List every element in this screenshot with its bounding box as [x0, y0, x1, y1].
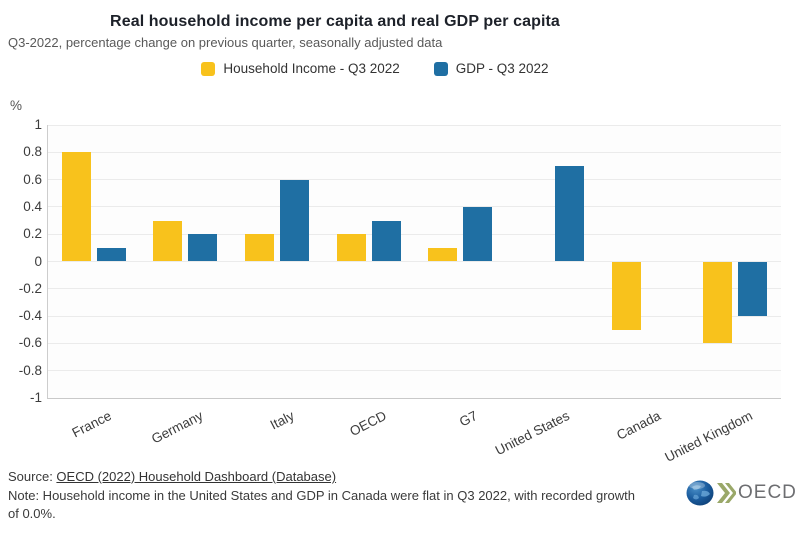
source-prefix: Source: — [8, 469, 57, 484]
plot-area: 1 0.8 0.6 0.4 0.2 0 -0.2 -0.4 -0.6 -0.8 -1 France Ge… — [19, 117, 781, 465]
x-label-italy: Italy — [267, 408, 297, 433]
legend-item-gdp: GDP - Q3 2022 — [433, 61, 549, 76]
gridline-0-4 — [48, 315, 781, 317]
bar-household-income-q3-2022-italy — [245, 234, 275, 262]
source-link[interactable]: OECD (2022) Household Dashboard (Databas… — [56, 469, 337, 484]
x-label-oecd: OECD — [346, 408, 389, 440]
oecd-chevron-icon — [717, 483, 730, 503]
bar-gdp-q3-2022-italy — [280, 179, 310, 262]
oecd-globe-icon — [686, 480, 736, 506]
gridline-0-6 — [48, 342, 781, 344]
y-tick-label-0-8: -0.8 — [18, 362, 42, 378]
household-income-swatch-icon — [201, 61, 216, 76]
legend: Household Income - Q3 2022 GDP - Q3 2022 — [0, 61, 750, 76]
x-label-france: France — [69, 408, 114, 441]
bar-household-income-q3-2022-oecd — [336, 234, 366, 262]
bar-gdp-q3-2022-united-states — [554, 165, 584, 262]
legend-item-household-income: Household Income - Q3 2022 — [201, 61, 400, 76]
gridline-1 — [48, 124, 781, 126]
x-label-germany: Germany — [148, 408, 206, 447]
x-label-canada: Canada — [614, 408, 664, 443]
gridline-0-8 — [48, 370, 781, 372]
gridline-0-4 — [48, 206, 781, 208]
y-tick-label-0: 0 — [34, 253, 42, 269]
chart-title: Real household income per capita and rea… — [110, 13, 560, 30]
legend-label-gdp: GDP - Q3 2022 — [455, 61, 549, 76]
chart-subtitle: Q3-2022, percentage change on previous q… — [8, 35, 443, 50]
bar-gdp-q3-2022-g7 — [463, 206, 493, 262]
gridline-0 — [48, 261, 781, 262]
bar-gdp-q3-2022-germany — [188, 234, 218, 262]
y-tick-label-1: -1 — [29, 390, 42, 405]
oecd-logo: OECD — [686, 478, 797, 508]
bar-gdp-q3-2022-france — [96, 247, 126, 262]
bar-gdp-q3-2022-united-kingdom — [738, 261, 768, 317]
bar-household-income-q3-2022-france — [61, 152, 91, 262]
bar-household-income-q3-2022-germany — [153, 220, 183, 262]
y-tick-label-0-4: 0.4 — [23, 198, 42, 214]
y-tick-label-0-2: 0.2 — [23, 226, 42, 242]
gridline-0-8 — [48, 151, 781, 153]
x-label-united-states: United States — [492, 408, 572, 459]
oecd-logo-text: OECD — [738, 482, 797, 503]
y-tick-label-0-6: 0.6 — [23, 171, 42, 187]
bar-household-income-q3-2022-g7 — [428, 247, 458, 262]
gridline-0-6 — [48, 179, 781, 181]
x-label-g7: G7 — [457, 408, 481, 430]
bar-gdp-q3-2022-oecd — [371, 220, 401, 262]
y-tick-label-0-6: -0.6 — [18, 335, 42, 351]
y-tick-label-0-4: -0.4 — [18, 308, 42, 324]
bar-household-income-q3-2022-united-kingdom — [703, 261, 733, 344]
gridline-0-2 — [48, 233, 781, 235]
y-tick-label-1: 1 — [34, 117, 42, 132]
x-label-united-kingdom: United Kingdom — [662, 408, 755, 465]
source-line: Source: OECD (2022) Household Dashboard … — [8, 469, 336, 484]
note-text: Note: Household income in the United Sta… — [8, 488, 636, 521]
gridline-0-2 — [48, 288, 781, 290]
legend-label-household-income: Household Income - Q3 2022 — [223, 61, 400, 76]
oecd-chevron-icon — [725, 483, 736, 503]
y-tick-label-0-2: -0.2 — [18, 280, 42, 296]
gdp-swatch-icon — [433, 61, 448, 76]
bar-household-income-q3-2022-canada — [611, 261, 641, 330]
y-tick-label-0-8: 0.8 — [23, 144, 42, 160]
y-axis-unit-label: % — [10, 98, 23, 113]
